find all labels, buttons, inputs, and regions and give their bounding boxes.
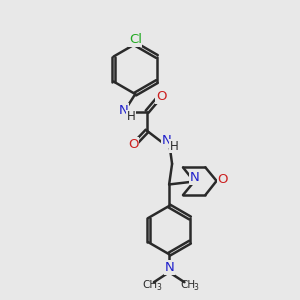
Text: CH: CH <box>143 280 158 290</box>
Text: H: H <box>170 140 179 153</box>
Text: 3: 3 <box>194 283 199 292</box>
Text: Cl: Cl <box>129 33 142 46</box>
Text: N: N <box>162 134 172 147</box>
Text: 3: 3 <box>156 283 161 292</box>
Text: H: H <box>127 110 136 123</box>
Text: N: N <box>164 261 174 274</box>
Text: O: O <box>128 138 139 151</box>
Text: O: O <box>217 173 228 186</box>
Text: O: O <box>156 91 166 103</box>
Text: N: N <box>118 104 128 117</box>
Text: N: N <box>190 171 200 184</box>
Text: CH: CH <box>180 280 196 290</box>
